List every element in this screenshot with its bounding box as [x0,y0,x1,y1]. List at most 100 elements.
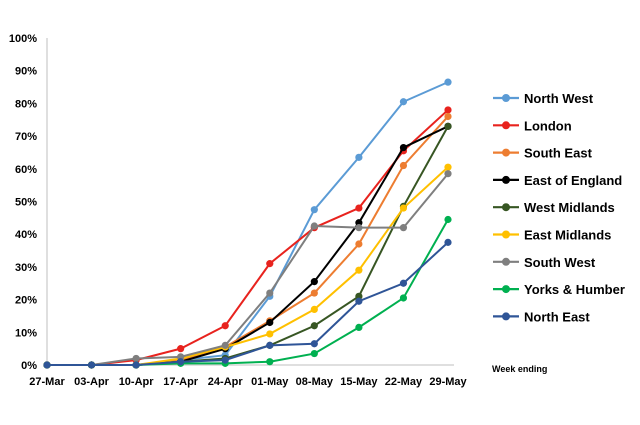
data-point [355,297,363,305]
data-point [221,341,229,349]
y-tick-label: 60% [15,164,37,176]
y-tick-label: 100% [9,33,37,45]
data-point [310,322,318,330]
data-point [310,222,318,230]
data-point [355,323,363,331]
series-east-midlands [43,163,452,369]
series-line [47,115,449,366]
legend-item: South East [493,146,593,161]
x-axis-note: Week ending [492,364,547,374]
series-layer [43,78,452,369]
x-tick-label: 15-May [340,376,378,388]
data-point [444,163,452,171]
legend-item: London [493,118,572,133]
data-point [444,215,452,224]
data-point [177,358,185,366]
series-line [47,241,449,366]
legend-item: North East [493,309,590,324]
data-point [310,340,318,348]
data-point [399,204,408,212]
legend-swatch-marker [502,285,510,294]
legend-swatch-marker [502,175,510,184]
series-line [47,125,449,366]
legend-swatch-marker [502,230,510,239]
data-point [266,330,274,338]
series-line [47,81,449,366]
x-tick-label: 24-Apr [208,376,244,388]
series-line [47,218,449,366]
series-south-west [43,170,452,369]
data-point [355,153,363,161]
data-point [87,361,96,369]
data-point [310,349,318,358]
y-tick-label: 50% [15,197,37,209]
legend-label: North West [524,91,594,106]
x-tick-label: 08-May [296,376,334,388]
data-point [444,122,452,130]
data-point [266,358,274,366]
data-point [310,206,318,214]
data-point [355,224,363,232]
data-point [399,294,408,302]
data-point [266,341,274,349]
legend-label: West Midlands [524,200,615,215]
data-point [444,170,452,178]
y-tick-label: 90% [15,66,37,78]
legend-swatch-marker [502,148,510,157]
data-point [444,106,452,114]
data-point [399,279,408,287]
legend-swatch-marker [502,121,510,130]
legend-item: East of England [493,173,622,188]
series-south-east [43,112,452,369]
legend-label: London [524,118,572,133]
data-point [266,318,274,327]
data-point [310,305,318,314]
data-point [310,278,318,286]
legend-label: North East [524,309,590,324]
y-tick-label: 10% [15,327,37,339]
x-tick-label: 03-Apr [74,376,110,388]
legend-item: Yorks & Humber [493,282,625,297]
x-tick-label: 27-Mar [29,376,65,388]
y-tick-label: 70% [15,131,37,143]
series-london [43,106,452,369]
series-west-midlands [43,122,452,369]
data-point [399,161,408,170]
series-north-east [43,238,452,369]
legend-item: East Midlands [493,228,611,243]
data-point [132,361,140,369]
series-yorks-humber [43,215,452,369]
data-point [132,354,140,363]
legend-label: South West [524,255,596,270]
y-tick-label: 20% [15,295,37,307]
series-line [47,125,449,366]
tick-labels: 0% 10% 20% 30% 40% 50% 60% 70% 80% 90% 100% 27-Mar 0… [9,33,468,388]
y-tick-label: 40% [15,229,37,241]
y-tick-label: 80% [15,98,37,110]
data-point [399,224,408,232]
data-point [444,78,452,86]
data-point [310,289,318,297]
legend: North West London South East East of Englan… [493,91,625,324]
x-tick-label: 17-Apr [163,376,199,388]
legend-label: South East [524,146,593,161]
legend-item: North West [493,91,594,106]
y-tick-label: 0% [21,360,37,372]
data-point [355,204,363,212]
data-point [399,143,408,152]
data-point [266,289,274,297]
legend-item: West Midlands [493,200,615,215]
x-tick-label: 22-May [385,376,423,388]
legend-swatch-marker [502,203,510,212]
data-point [355,266,363,274]
legend-label: East Midlands [524,228,611,243]
x-tick-label: 01-May [251,376,289,388]
legend-item: South West [493,255,596,270]
y-tick-label: 30% [15,262,37,274]
series-east-of-england [43,122,452,369]
data-point [177,345,185,353]
data-point [444,238,452,246]
x-tick-label: 29-May [429,376,467,388]
data-point [355,240,363,248]
legend-label: East of England [524,173,622,188]
